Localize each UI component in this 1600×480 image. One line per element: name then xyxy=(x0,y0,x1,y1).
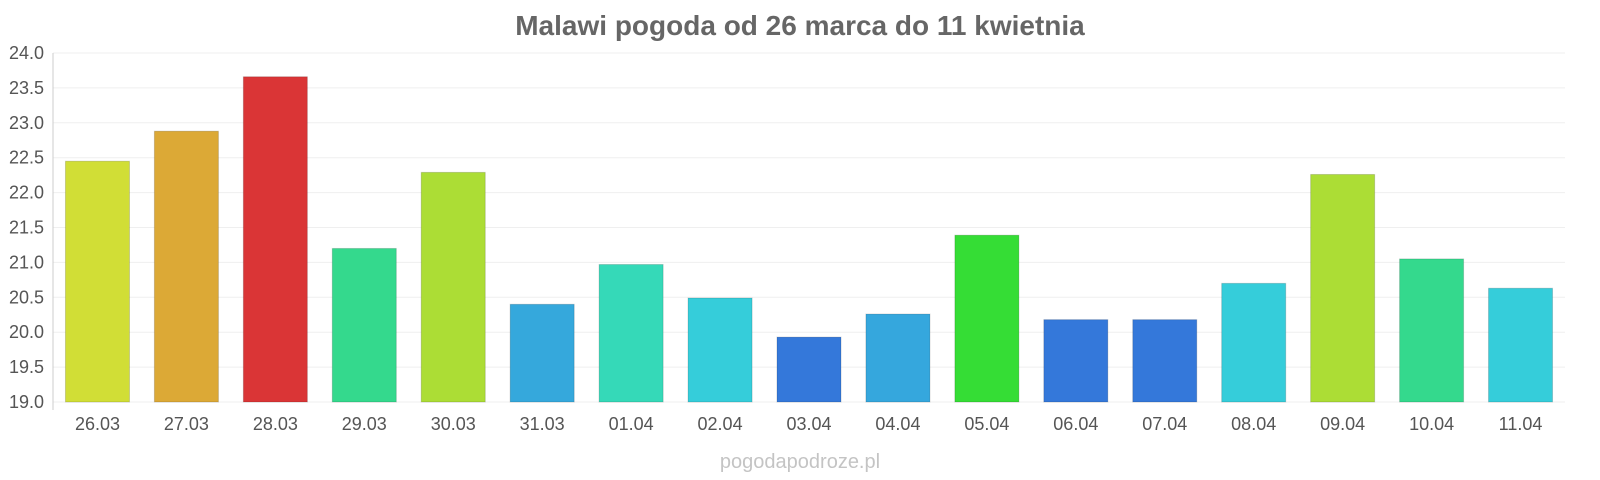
y-tick-label: 19.0 xyxy=(9,392,44,412)
bar-28.03 xyxy=(242,76,308,403)
y-tick-label: 23.0 xyxy=(9,113,44,133)
x-tick-label: 04.04 xyxy=(875,414,920,434)
x-tick-label: 06.04 xyxy=(1053,414,1098,434)
y-tick-label: 21.5 xyxy=(9,218,44,238)
x-tick-label: 02.04 xyxy=(698,414,743,434)
bar-30.03 xyxy=(420,171,486,403)
x-tick-label: 08.04 xyxy=(1231,414,1276,434)
y-tick-label: 21.0 xyxy=(9,252,44,272)
bar-05.04 xyxy=(954,234,1020,403)
x-tick-label: 07.04 xyxy=(1142,414,1187,434)
x-tick-label: 31.03 xyxy=(520,414,565,434)
bar-31.03 xyxy=(509,303,575,403)
chart-title: Malawi pogoda od 26 marca do 11 kwietnia xyxy=(515,10,1085,41)
bar-26.03 xyxy=(64,160,130,403)
y-tick-label: 24.0 xyxy=(9,43,44,63)
bar-07.04 xyxy=(1132,319,1198,403)
bar-08.04 xyxy=(1221,282,1287,403)
bar-02.04 xyxy=(687,297,753,403)
bar-27.03 xyxy=(153,130,219,403)
x-tick-label: 28.03 xyxy=(253,414,298,434)
bar-11.04 xyxy=(1488,287,1554,403)
source-watermark: pogodapodroze.pl xyxy=(719,451,881,473)
bar-09.04 xyxy=(1310,173,1376,403)
x-tick-label: 03.04 xyxy=(786,414,831,434)
x-tick-label: 01.04 xyxy=(609,414,654,434)
bar-01.04 xyxy=(598,263,664,403)
x-tick-label: 30.03 xyxy=(431,414,476,434)
x-tick-label: 05.04 xyxy=(964,414,1009,434)
bar-29.03 xyxy=(331,247,397,403)
x-tick-label: 26.03 xyxy=(75,414,120,434)
bar-04.04 xyxy=(865,313,931,403)
x-tick-label: 10.04 xyxy=(1409,414,1454,434)
y-tick-label: 22.5 xyxy=(9,148,44,168)
x-tick-label: 27.03 xyxy=(164,414,209,434)
y-tick-label: 20.5 xyxy=(9,287,44,307)
y-tick-label: 20.0 xyxy=(9,322,44,342)
y-tick-label: 19.5 xyxy=(9,357,44,377)
y-tick-label: 23.5 xyxy=(9,78,44,98)
x-tick-label: 29.03 xyxy=(342,414,387,434)
x-tick-label: 09.04 xyxy=(1320,414,1365,434)
x-tick-label: 11.04 xyxy=(1499,414,1543,434)
y-tick-label: 22.0 xyxy=(9,183,44,203)
bar-06.04 xyxy=(1043,319,1109,403)
bar-10.04 xyxy=(1399,258,1465,403)
bar-03.04 xyxy=(776,336,842,403)
